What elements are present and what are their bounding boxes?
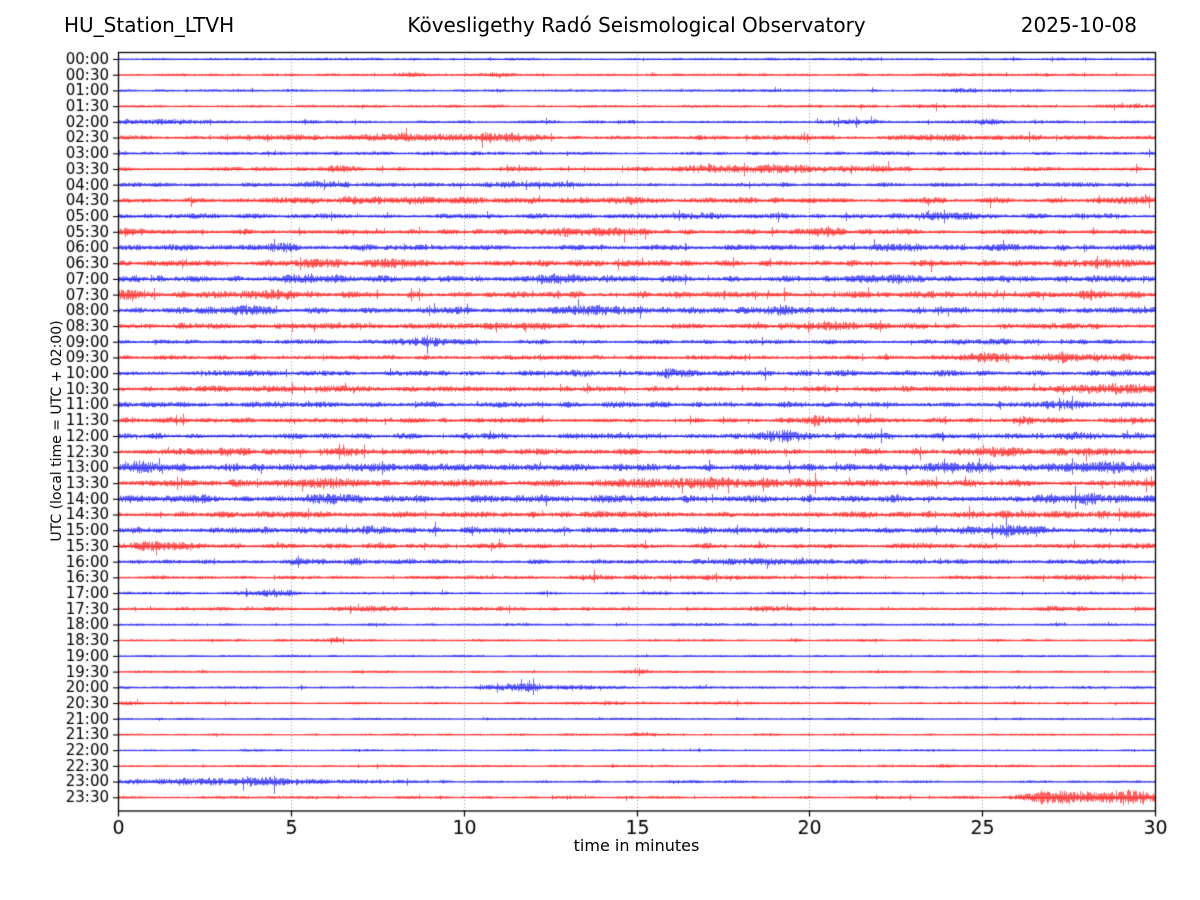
date-label: 2025-10-08	[1020, 13, 1137, 37]
y-axis-label: UTC (local time = UTC + 02:00)	[49, 320, 65, 542]
station-title: HU_Station_LTVH	[64, 13, 235, 37]
observatory-title: Kövesligethy Radó Seismological Observat…	[407, 13, 866, 37]
x-axis-label: time in minutes	[573, 836, 700, 855]
